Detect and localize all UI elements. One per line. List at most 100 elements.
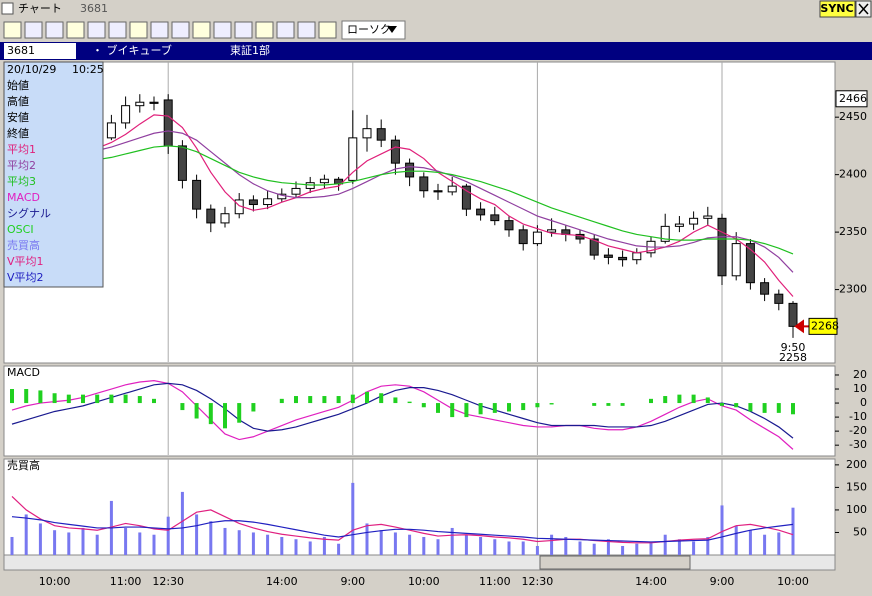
bar (266, 534, 270, 555)
y-tick-label: 200 (846, 458, 867, 471)
bar (691, 394, 696, 404)
toolbar-icon[interactable] (24, 21, 43, 39)
symbol[interactable]: 3681 (7, 44, 35, 57)
info-label: 高値 (7, 94, 29, 108)
bar (180, 403, 185, 411)
macd-panel (3, 365, 836, 457)
bar (10, 389, 14, 404)
candle-body (192, 179, 202, 210)
info-label: 終値 (7, 126, 29, 140)
candle-body (376, 128, 386, 141)
bar (95, 394, 100, 404)
candle-body (447, 185, 457, 193)
bar (24, 389, 29, 404)
bar (791, 403, 795, 415)
toolbar-icon[interactable] (3, 21, 22, 39)
bar (223, 403, 227, 429)
candle-body (589, 238, 599, 256)
indicator-line (12, 130, 794, 273)
bar (166, 516, 170, 555)
bar (294, 539, 298, 555)
window-code: 3681 (80, 2, 108, 15)
info-date: 20/10/29 (7, 63, 56, 76)
candle-body (135, 101, 145, 107)
toolbar-icon[interactable] (213, 21, 232, 39)
bar (692, 541, 696, 555)
candle-body (419, 176, 429, 192)
toolbar-icon[interactable] (192, 21, 211, 39)
indicator-line (11, 379, 794, 450)
bar (478, 403, 483, 415)
x-tick-label: 9:00 (710, 575, 735, 588)
company-name: ・ ブイキューブ (92, 43, 172, 57)
bar (109, 394, 114, 404)
toolbar-icon[interactable] (129, 21, 148, 39)
bar (663, 534, 667, 555)
sync-button[interactable] (819, 0, 856, 18)
candle-body (504, 220, 514, 231)
y-tick-label: -20 (849, 424, 867, 437)
low-note-value: 2258 (779, 351, 807, 364)
candle-body (745, 243, 755, 284)
sync-label[interactable]: SYNC (820, 2, 853, 15)
bar (748, 530, 752, 555)
candle-body (703, 215, 713, 219)
bar (677, 394, 682, 404)
dropdown-arrow (387, 26, 397, 33)
y-tick-label: 20 (853, 368, 867, 381)
toolbar-icon[interactable] (234, 21, 253, 39)
candle-body (177, 145, 187, 181)
toolbar-icon[interactable] (108, 21, 127, 39)
info-label: V平均1 (7, 255, 44, 268)
bar (507, 541, 511, 555)
bar (748, 403, 753, 412)
toolbar-icon[interactable] (150, 21, 169, 39)
bar (81, 527, 85, 555)
bar (620, 403, 625, 406)
bar (365, 523, 369, 555)
y-tick-label: 2450 (839, 110, 867, 123)
toolbar-icon[interactable] (171, 21, 190, 39)
candle-body (149, 101, 159, 104)
bar (138, 532, 142, 555)
candle-body (291, 187, 301, 195)
bar (606, 403, 611, 406)
symbol-input[interactable] (4, 43, 76, 59)
info-label: 平均3 (7, 175, 36, 188)
info-label: 売買高 (7, 238, 40, 252)
toolbar (3, 21, 337, 39)
chart-type-dropdown[interactable] (341, 20, 406, 40)
bar (379, 530, 383, 555)
bar (521, 403, 526, 411)
toolbar-icon[interactable] (276, 21, 295, 39)
x-tick-label: 10:00 (777, 575, 809, 588)
bar (365, 391, 369, 404)
scroll-thumb[interactable] (539, 555, 691, 570)
dropdown-label[interactable]: ローソク (347, 23, 391, 36)
x-tick-label: 12:30 (152, 575, 184, 588)
bar (350, 394, 355, 404)
y-tick-label: 2400 (839, 168, 867, 181)
bar (720, 505, 724, 555)
bar (393, 532, 397, 555)
scrollbar[interactable] (3, 554, 836, 571)
candle-body (362, 128, 372, 139)
toolbar-icon[interactable] (45, 21, 64, 39)
window-icon (1, 2, 14, 15)
bar (734, 525, 738, 555)
toolbar-icon[interactable] (87, 21, 106, 39)
bar (209, 521, 213, 555)
toolbar-icon[interactable] (297, 21, 316, 39)
market: 東証1部 (230, 43, 270, 57)
bar (408, 534, 412, 555)
bar (677, 539, 681, 555)
info-time: 10:25 (72, 63, 104, 76)
toolbar-icon[interactable] (318, 21, 337, 39)
x-tick-label: 11:00 (479, 575, 511, 588)
bar (777, 532, 781, 555)
toolbar-icon[interactable] (255, 21, 274, 39)
bar (279, 398, 284, 404)
toolbar-icon[interactable] (66, 21, 85, 39)
volume-panel (3, 458, 836, 556)
